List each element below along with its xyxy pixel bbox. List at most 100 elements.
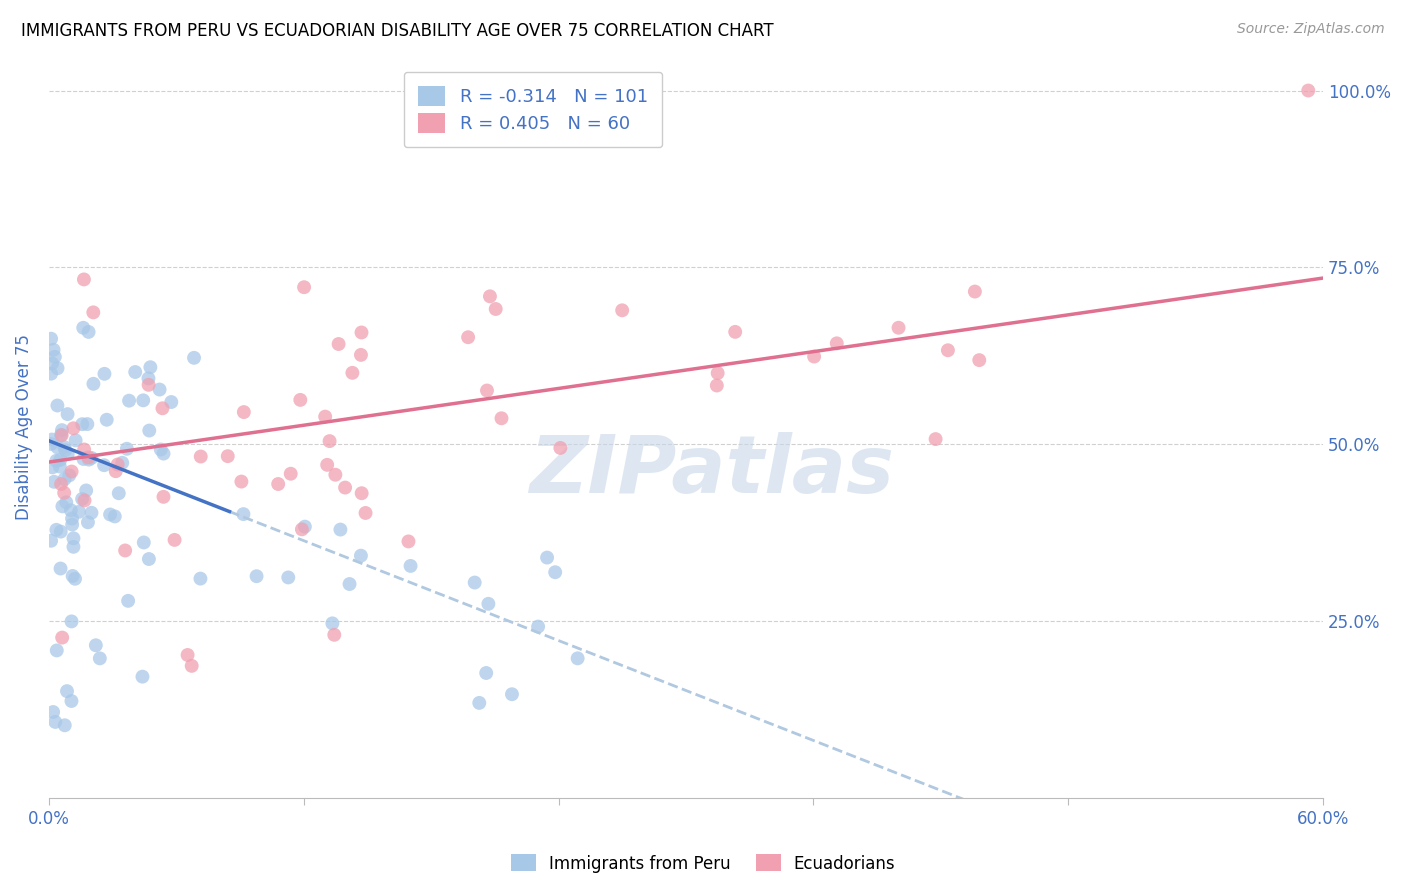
Point [62,421,84,435]
Point [46,399,69,413]
Point [84,638,107,652]
Point [138,552,160,566]
Point [82,376,104,391]
Point [321,616,343,631]
Point [114,543,136,558]
Point [46,361,69,376]
Point [277,570,299,584]
Point [49,459,72,474]
Point [58,468,80,483]
Point [53,472,76,486]
Point [49,453,72,467]
Point [350,486,373,500]
Point [124,365,146,379]
Point [96,413,118,427]
Point [82,305,104,319]
Point [65,434,87,448]
Point [232,405,254,419]
Point [80,506,103,520]
Point [536,550,558,565]
Point [51,423,73,437]
Point [104,464,127,478]
Point [77,450,100,465]
Point [73,272,96,286]
Text: IMMIGRANTS FROM PERU VS ECUADORIAN DISABILITY AGE OVER 75 CORRELATION CHART: IMMIGRANTS FROM PERU VS ECUADORIAN DISAB… [21,22,773,40]
Point [67,505,90,519]
Point [98,508,121,522]
Point [803,350,825,364]
Point [612,303,634,318]
Point [339,577,361,591]
Point [56,684,79,698]
Point [39,533,62,548]
Point [53,440,76,454]
Point [41,460,63,475]
Point [180,658,202,673]
Point [53,486,76,500]
Point [325,467,347,482]
Point [39,367,62,381]
Point [149,442,172,457]
Point [399,558,422,573]
Point [107,458,129,472]
Point [350,549,373,563]
Point [132,535,155,549]
Text: ZIPatlas: ZIPatlas [529,433,894,510]
Point [63,572,86,586]
Point [333,481,356,495]
Point [152,447,174,461]
Point [59,503,82,517]
Point [354,506,377,520]
Point [292,280,315,294]
Y-axis label: Disability Age Over 75: Disability Age Over 75 [15,334,32,520]
Point [44,350,66,364]
Legend: Immigrants from Peru, Ecuadorians: Immigrants from Peru, Ecuadorians [503,847,903,880]
Point [706,366,728,380]
Point [80,450,103,465]
Point [138,377,160,392]
Point [245,569,267,583]
Point [132,393,155,408]
Point [45,454,67,468]
Point [314,409,336,424]
Point [56,407,79,421]
Point [93,367,115,381]
Point [163,533,186,547]
Point [350,348,373,362]
Point [62,569,84,583]
Point [291,522,314,536]
Point [104,509,127,524]
Point [457,330,479,344]
Point [60,694,83,708]
Text: Source: ZipAtlas.com: Source: ZipAtlas.com [1237,22,1385,37]
Point [45,643,67,657]
Point [706,378,728,392]
Point [232,507,254,521]
Point [62,540,84,554]
Point [51,631,73,645]
Point [42,343,65,357]
Point [160,395,183,409]
Point [475,665,498,680]
Point [60,465,83,479]
Point [75,483,97,498]
Point [51,428,73,442]
Point [176,648,198,662]
Point [139,360,162,375]
Point [45,523,67,537]
Point [152,401,174,416]
Point [567,651,589,665]
Point [49,477,72,491]
Point [70,417,93,432]
Point [72,320,94,334]
Point [138,424,160,438]
Point [231,475,253,489]
Point [485,301,508,316]
Point [138,371,160,385]
Point [41,433,63,447]
Point [42,705,65,719]
Point [49,561,72,575]
Point [73,442,96,457]
Point [936,343,959,358]
Point [190,450,212,464]
